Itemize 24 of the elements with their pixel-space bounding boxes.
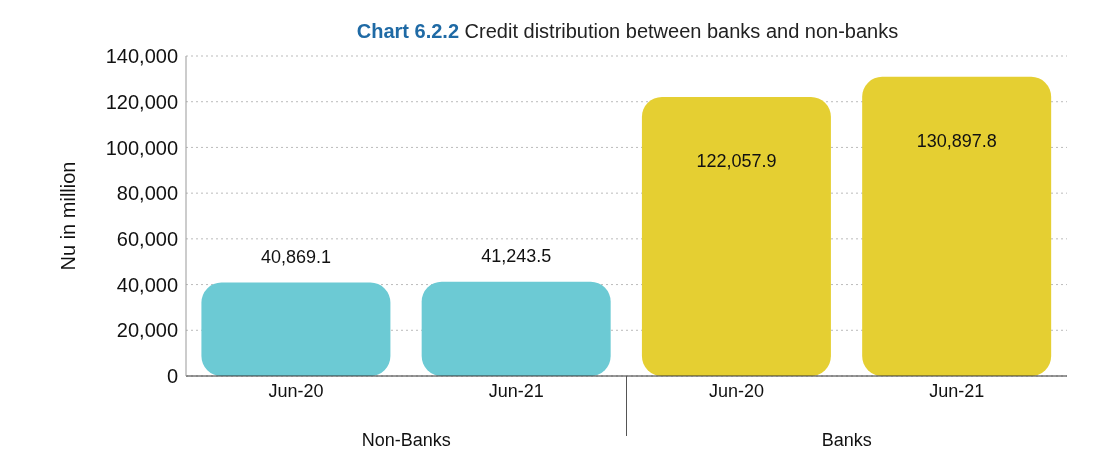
bar — [201, 282, 391, 376]
y-tick-label: 80,000 — [116, 182, 178, 205]
y-tick-label: 20,000 — [116, 319, 178, 342]
text: Non-Banks — [361, 430, 451, 450]
data-label: 40,869.1 — [260, 246, 331, 267]
x-tick-label: Jun-21 — [488, 380, 544, 401]
x-tick-label: Jun-20 — [268, 380, 324, 401]
y-tick-label: 40,000 — [116, 273, 178, 296]
y-axis-title: Nu in million — [57, 161, 80, 271]
chart-title: Chart 6.2.2 Credit distribution between banks and non-banks — [356, 20, 899, 42]
y-tick-label: 120,000 — [105, 90, 178, 113]
y-tick-label: 140,000 — [105, 45, 178, 68]
y-tick-label: 0 — [166, 365, 178, 388]
text: Banks — [821, 430, 872, 450]
y-tick-label: 60,000 — [116, 227, 178, 250]
x-tick-label: Jun-20 — [709, 380, 765, 401]
data-label: 130,897.8 — [916, 130, 997, 151]
x-tick-label: Jun-21 — [929, 380, 985, 401]
data-label: 122,057.9 — [696, 151, 777, 172]
y-tick-label: 100,000 — [105, 136, 178, 159]
bar — [862, 76, 1052, 376]
bar — [641, 97, 831, 376]
data-label: 41,243.5 — [481, 245, 552, 266]
bar — [421, 281, 611, 376]
